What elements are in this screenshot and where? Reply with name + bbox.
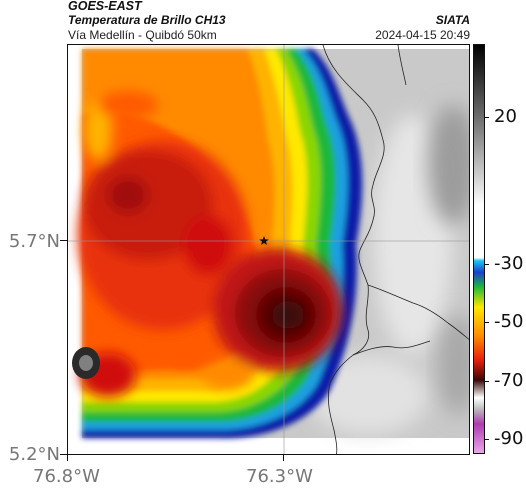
location-label: Vía Medellín - Quibdó 50km <box>68 28 217 42</box>
lon-tick <box>67 455 68 461</box>
latitude-label: 5.2°N <box>8 444 60 465</box>
colorbar-tick <box>485 380 489 382</box>
cold-core <box>78 91 343 397</box>
boundary-lines <box>322 45 469 454</box>
longitude-label: 76.3°W <box>246 466 313 487</box>
grid-lines <box>68 45 469 454</box>
timestamp-label: 2024-04-15 20:49 <box>375 28 470 42</box>
satellite-map[interactable] <box>67 44 470 455</box>
product-title: Temperatura de Brillo CH13 <box>68 13 226 27</box>
colorbar-tick <box>485 439 489 441</box>
lon-tick <box>283 455 284 461</box>
latitude-label: 5.7°N <box>8 231 60 252</box>
colorbar-gradient <box>474 45 484 453</box>
colorbar-ticks: 20 -30 -50 -70 -90 <box>485 44 526 455</box>
organization-label: SIATA <box>435 13 470 27</box>
lat-tick <box>60 240 67 241</box>
brightness-temperature-map <box>68 45 469 454</box>
longitude-label: 76.8°W <box>33 466 100 487</box>
colorbar-tick-label: -90 <box>494 428 524 450</box>
colorbar <box>473 44 485 454</box>
colorbar-tick <box>485 117 489 119</box>
star-icon[interactable] <box>259 236 269 245</box>
colorbar-tick-label: -70 <box>494 369 524 391</box>
colorbar-tick-label: -50 <box>494 311 524 333</box>
lat-tick <box>60 454 67 455</box>
colorbar-tick <box>485 263 489 265</box>
colorbar-tick <box>485 322 489 324</box>
satellite-title: GOES-EAST <box>68 0 142 13</box>
colorbar-tick-label: 20 <box>494 106 517 128</box>
colorbar-tick-label: -30 <box>494 252 524 274</box>
